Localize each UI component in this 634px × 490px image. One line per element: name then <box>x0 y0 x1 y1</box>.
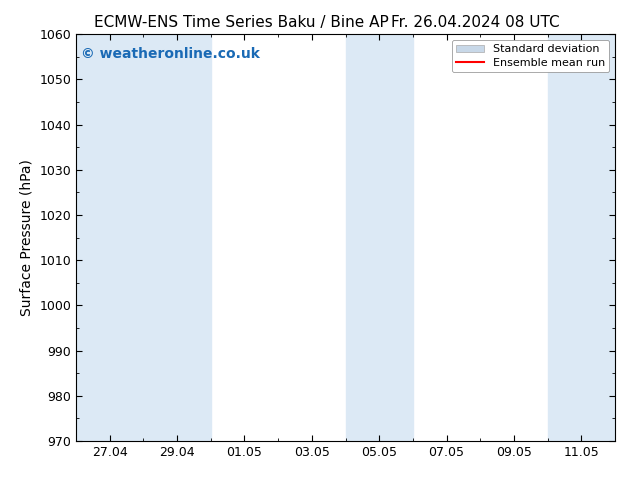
Bar <box>76 34 143 441</box>
Legend: Standard deviation, Ensemble mean run: Standard deviation, Ensemble mean run <box>451 40 609 72</box>
Text: ECMW-ENS Time Series Baku / Bine AP: ECMW-ENS Time Series Baku / Bine AP <box>94 15 388 30</box>
Text: Fr. 26.04.2024 08 UTC: Fr. 26.04.2024 08 UTC <box>391 15 560 30</box>
Text: © weatheronline.co.uk: © weatheronline.co.uk <box>81 47 261 60</box>
Bar <box>143 34 210 441</box>
Bar <box>346 34 413 441</box>
Y-axis label: Surface Pressure (hPa): Surface Pressure (hPa) <box>20 159 34 316</box>
Bar <box>548 34 615 441</box>
